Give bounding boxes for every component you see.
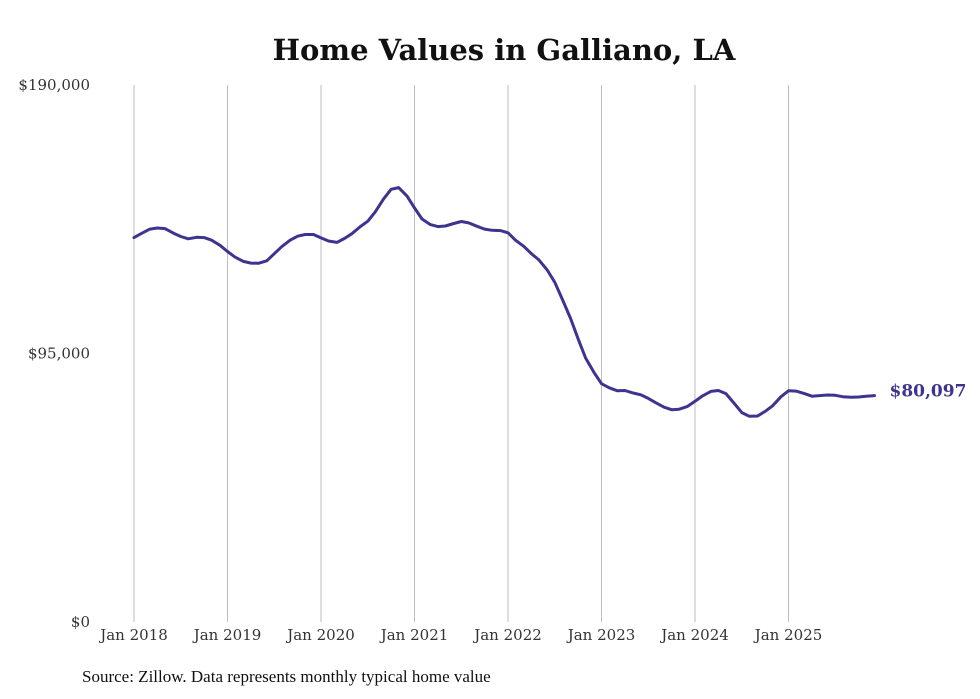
x-tick-label: Jan 2021 bbox=[379, 626, 449, 644]
x-tick-label: Jan 2018 bbox=[98, 626, 168, 644]
x-tick-label: Jan 2020 bbox=[285, 626, 355, 644]
end-value-label: $80,097 bbox=[890, 382, 967, 402]
y-tick-label: $190,000 bbox=[18, 76, 90, 94]
y-tick-label: $0 bbox=[71, 613, 90, 631]
y-tick-label: $95,000 bbox=[28, 345, 90, 363]
series-line bbox=[132, 186, 876, 418]
x-tick-label: Jan 2022 bbox=[472, 626, 542, 644]
series-layer: $80,097 bbox=[132, 186, 967, 418]
source-note: Source: Zillow. Data represents monthly … bbox=[82, 667, 491, 686]
y-axis-ticks: $0 $95,000 $190,000 bbox=[18, 76, 90, 631]
x-tick-label: Jan 2023 bbox=[566, 626, 636, 644]
x-tick-label: Jan 2025 bbox=[753, 626, 823, 644]
x-gridlines bbox=[133, 85, 789, 622]
x-tick-label: Jan 2024 bbox=[659, 626, 729, 644]
x-tick-label: Jan 2019 bbox=[192, 626, 262, 644]
x-axis-ticks: Jan 2018 Jan 2019 Jan 2020 Jan 2021 Jan 2022… bbox=[98, 626, 822, 644]
chart-title: Home Values in Galliano, LA bbox=[273, 33, 736, 67]
